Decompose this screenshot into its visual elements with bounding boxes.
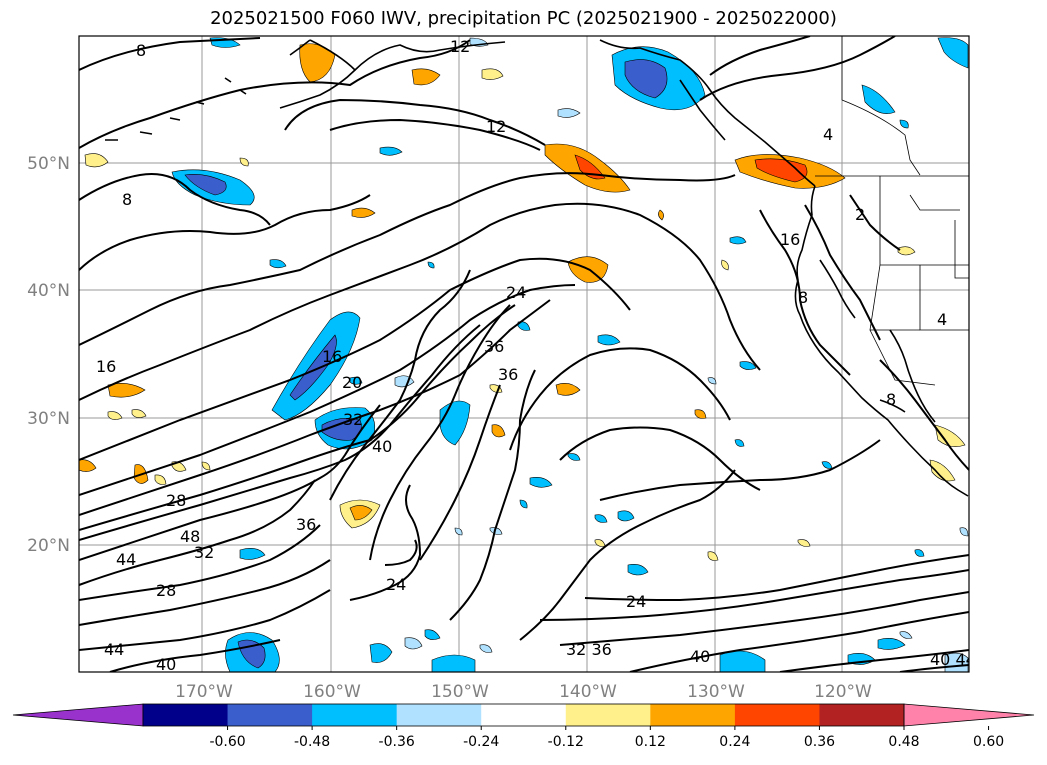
contour-label: 40 bbox=[690, 647, 710, 666]
contour-label: 44 bbox=[104, 640, 124, 659]
colorbar-tick-label: -0.24 bbox=[463, 734, 499, 750]
colorbar-swatch bbox=[481, 704, 567, 726]
contour-label: 12 bbox=[450, 37, 470, 56]
colorbar-tick-label: 0.60 bbox=[973, 734, 1004, 750]
contour-label: 28 bbox=[156, 581, 176, 600]
colorbar bbox=[12, 703, 1035, 727]
contour-label: 32 bbox=[343, 410, 363, 429]
colorbar-ticks: -0.60 -0.48 -0.36 -0.24 -0.12 0.12 0.24 0.36 0.4… bbox=[209, 726, 1004, 750]
contour-label: 8 bbox=[798, 288, 808, 307]
map-frame bbox=[78, 35, 970, 673]
political-borders bbox=[815, 36, 969, 386]
colorbar-swatch bbox=[819, 704, 905, 726]
colorbar-tick-label: -0.60 bbox=[209, 734, 245, 750]
contour-label: 36 bbox=[498, 365, 518, 384]
contour-label: 24 bbox=[626, 592, 646, 611]
contour-label: 40 bbox=[372, 437, 392, 456]
contour-label: 2 bbox=[855, 205, 865, 224]
colorbar-tick-label: -0.48 bbox=[294, 734, 330, 750]
colorbar-swatch bbox=[227, 704, 313, 726]
contour-label: 24 bbox=[386, 575, 406, 594]
colorbar-extend-low bbox=[12, 703, 144, 727]
colorbar-tick-label: -0.36 bbox=[379, 734, 415, 750]
contour-label: 36 bbox=[296, 515, 316, 534]
lat-label: 50°N bbox=[27, 154, 70, 174]
contour-label: 16 bbox=[322, 347, 342, 366]
contour-label: 4 bbox=[937, 310, 947, 329]
colorbar-swatch bbox=[734, 704, 820, 726]
contour-label: 40 44 bbox=[930, 650, 976, 669]
longitude-labels: 170°W 160°W 150°W 140°W 130°W 120°W bbox=[175, 682, 872, 702]
colorbar-tick-label: 0.36 bbox=[804, 734, 835, 750]
contour-label: 16 bbox=[96, 357, 116, 376]
contour-label: 20 bbox=[342, 373, 362, 392]
contour-label: 40 bbox=[156, 655, 176, 674]
latitude-labels: 50°N 40°N 30°N 20°N bbox=[27, 154, 70, 556]
map-title: 2025021500 F060 IWV, precipitation PC (2… bbox=[210, 8, 837, 29]
lat-label: 20°N bbox=[27, 536, 70, 556]
colorbar-tick-label: 0.24 bbox=[719, 734, 750, 750]
lon-label: 130°W bbox=[687, 682, 745, 702]
colorbar-swatch bbox=[143, 704, 229, 726]
colorbar-tick-label: 0.48 bbox=[888, 734, 919, 750]
lon-label: 170°W bbox=[175, 682, 233, 702]
colorbar-tick-label: -0.12 bbox=[548, 734, 584, 750]
colorbar-swatch bbox=[396, 704, 482, 726]
colorbar-tick-label: 0.12 bbox=[635, 734, 666, 750]
contour-label: 8 bbox=[886, 390, 896, 409]
lon-label: 140°W bbox=[559, 682, 617, 702]
contour-label: 8 bbox=[122, 190, 132, 209]
gridlines bbox=[79, 36, 969, 672]
lat-label: 30°N bbox=[27, 409, 70, 429]
contour-label: 28 bbox=[166, 491, 186, 510]
contour-label: 32 bbox=[194, 543, 214, 562]
lon-label: 150°W bbox=[431, 682, 489, 702]
contour-label: 36 bbox=[484, 337, 504, 356]
contour-label: 8 bbox=[136, 41, 146, 60]
lat-label: 40°N bbox=[27, 281, 70, 301]
colorbar-swatch bbox=[312, 704, 398, 726]
colorbar-extend-high bbox=[903, 703, 1035, 727]
coastlines bbox=[105, 39, 969, 497]
contour-labels: 8 12 8 12 4 16 2 16 24 16 20 36 36 32 40… bbox=[96, 37, 976, 674]
map-panel: 8 12 8 12 4 16 2 16 24 16 20 36 36 32 40… bbox=[79, 36, 976, 674]
contour-label: 48 bbox=[180, 527, 200, 546]
contour-label: 16 bbox=[780, 230, 800, 249]
contour-label: 12 bbox=[486, 117, 506, 136]
lon-label: 160°W bbox=[303, 682, 361, 702]
contour-label: 32 36 bbox=[566, 640, 612, 659]
iwv-contours bbox=[79, 36, 969, 672]
colorbar-swatch bbox=[650, 704, 736, 726]
contour-label: 44 bbox=[116, 550, 136, 569]
lon-label: 120°W bbox=[814, 682, 872, 702]
contour-label: 24 bbox=[506, 283, 526, 302]
contour-label: 4 bbox=[823, 125, 833, 144]
colorbar-swatch bbox=[565, 704, 651, 726]
colorbar-outline bbox=[142, 703, 905, 727]
